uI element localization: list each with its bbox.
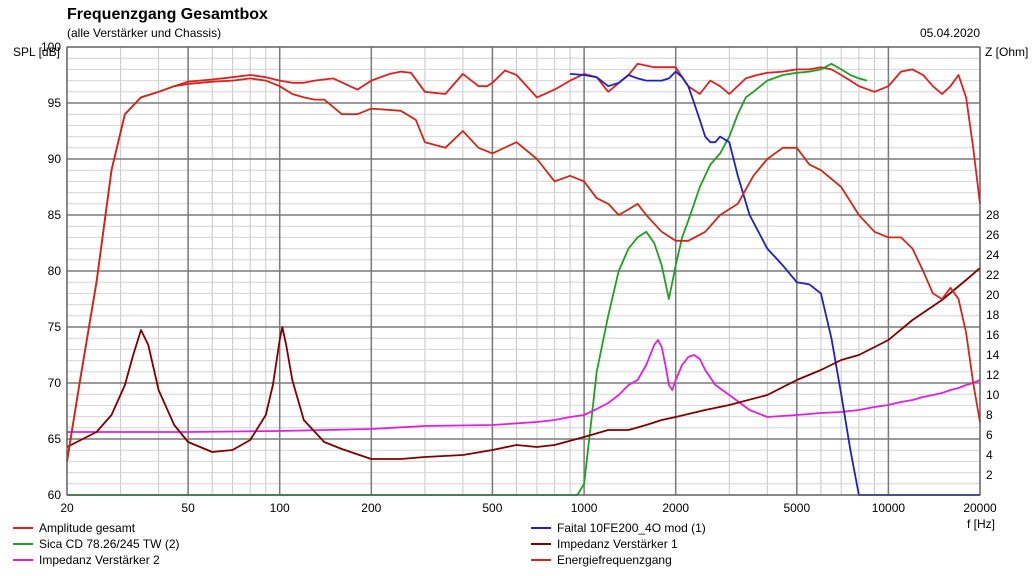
y-left-tick-label: 95 bbox=[48, 96, 62, 110]
y-right-tick-label: 20 bbox=[986, 288, 1000, 302]
y-right-tick-label: 22 bbox=[986, 268, 1000, 282]
y-right-tick-label: 24 bbox=[986, 248, 1000, 262]
y-left-tick-label: 85 bbox=[48, 208, 62, 222]
y-right-tick-label: 12 bbox=[986, 368, 1000, 382]
y-right-tick-label: 18 bbox=[986, 308, 1000, 322]
y-left-tick-label: 70 bbox=[48, 376, 62, 390]
series-line-6 bbox=[66, 77, 981, 462]
y-left-tick-label: 80 bbox=[48, 264, 62, 278]
y-right-tick-label: 10 bbox=[986, 388, 1000, 402]
y-right-tick-label: 6 bbox=[986, 428, 993, 442]
legend-label: Impedanz Verstärker 2 bbox=[39, 553, 160, 567]
series-line-4 bbox=[570, 70, 980, 496]
legend-label: Faital 10FE200_4O mod (1) bbox=[557, 521, 706, 535]
y-axis-right-label: Z [Ohm] bbox=[985, 45, 1028, 59]
y-left-tick-label: 75 bbox=[48, 320, 62, 334]
x-tick-label: 100 bbox=[270, 501, 290, 515]
x-tick-label: 2000 bbox=[662, 501, 689, 515]
chart-date: 05.04.2020 bbox=[920, 26, 980, 40]
legend-label: Energiefrequenzgang bbox=[557, 553, 672, 567]
y-right-tick-label: 2 bbox=[986, 468, 993, 482]
x-tick-label: 500 bbox=[482, 501, 502, 515]
x-tick-label: 50 bbox=[181, 501, 195, 515]
y-right-tick-label: 14 bbox=[986, 348, 1000, 362]
tick-labels: 20 50 100 200 500 1000 2000 5000 10000 20000 60 65 7… bbox=[41, 40, 1000, 515]
x-tick-label: 200 bbox=[361, 501, 381, 515]
y-left-tick-label: 60 bbox=[48, 488, 62, 502]
y-axis-left-label: SPL [dB] bbox=[13, 45, 60, 59]
plot-frame bbox=[66, 46, 981, 496]
y-left-tick-label: 90 bbox=[48, 152, 62, 166]
x-tick-label: 10000 bbox=[872, 501, 906, 515]
y-right-tick-label: 8 bbox=[986, 408, 993, 422]
legend-label: Amplitude gesamt bbox=[39, 521, 136, 535]
chart-subtitle: (alle Verstärker und Chassis) bbox=[67, 26, 221, 40]
legend-label: Impedanz Verstärker 1 bbox=[557, 537, 678, 551]
chart-title: Frequenzgang Gesamtbox bbox=[67, 6, 268, 23]
y-right-tick-label: 26 bbox=[986, 228, 1000, 242]
series-line-5 bbox=[66, 267, 981, 460]
x-tick-label: 20000 bbox=[963, 501, 997, 515]
x-tick-label: 5000 bbox=[783, 501, 810, 515]
x-axis-label: f [Hz] bbox=[967, 517, 995, 531]
series-line-2 bbox=[67, 62, 868, 496]
y-right-tick-label: 16 bbox=[986, 328, 1000, 342]
y-right-tick-label: 4 bbox=[986, 448, 993, 462]
series-line-3 bbox=[67, 339, 981, 433]
series-lines bbox=[66, 62, 981, 496]
y-left-tick-label: 65 bbox=[48, 432, 62, 446]
x-tick-label: 20 bbox=[60, 501, 74, 515]
x-tick-label: 1000 bbox=[571, 501, 598, 515]
y-left-tick-label: 100 bbox=[41, 40, 61, 54]
legend-label: Sica CD 78.26/245 TW (2) bbox=[39, 537, 180, 551]
legend: Amplitude gesamt Sica CD 78.26/245 TW (2)… bbox=[13, 521, 706, 567]
series-line-1 bbox=[66, 62, 981, 462]
y-right-tick-label: 28 bbox=[986, 208, 1000, 222]
